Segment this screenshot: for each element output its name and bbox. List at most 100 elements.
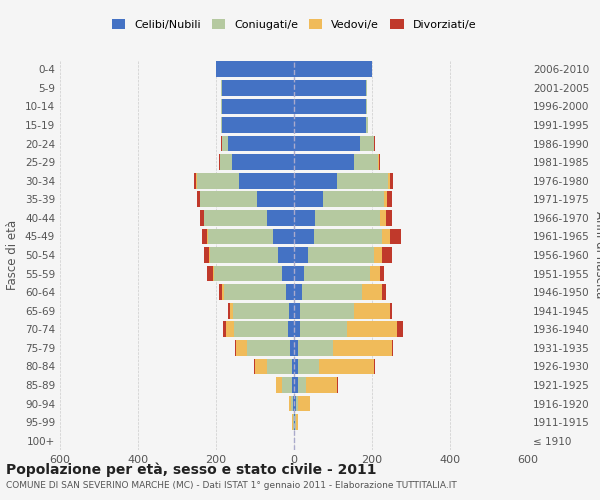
Bar	[292, 377, 294, 393]
Bar	[388, 173, 389, 188]
Bar	[386, 210, 392, 226]
Bar	[294, 173, 337, 188]
Bar	[294, 284, 302, 300]
Bar	[294, 80, 366, 96]
Bar	[296, 396, 298, 411]
Bar	[213, 266, 214, 281]
Bar	[382, 228, 389, 244]
Y-axis label: Anni di nascita: Anni di nascita	[593, 212, 600, 298]
Bar	[374, 247, 382, 263]
Bar	[210, 247, 278, 263]
Bar	[283, 266, 294, 281]
Bar	[230, 303, 233, 318]
Bar	[202, 228, 207, 244]
Bar	[294, 322, 300, 337]
Bar	[298, 377, 306, 393]
Bar	[300, 322, 347, 337]
Bar	[319, 358, 374, 374]
Bar	[214, 266, 283, 281]
Bar	[223, 322, 226, 337]
Bar	[314, 228, 382, 244]
Bar	[366, 117, 368, 133]
Bar	[347, 322, 397, 337]
Bar	[204, 247, 209, 263]
Bar	[294, 117, 366, 133]
Bar	[194, 173, 196, 188]
Bar	[294, 192, 323, 207]
Bar	[226, 322, 233, 337]
Bar	[333, 340, 392, 356]
Bar	[294, 98, 366, 114]
Bar	[302, 284, 362, 300]
Bar	[360, 136, 374, 152]
Bar	[232, 154, 294, 170]
Bar	[288, 322, 294, 337]
Bar	[247, 340, 290, 356]
Bar	[209, 247, 210, 263]
Bar	[294, 136, 360, 152]
Bar	[239, 173, 294, 188]
Bar	[290, 340, 294, 356]
Bar	[382, 284, 386, 300]
Bar	[255, 358, 266, 374]
Bar	[294, 340, 298, 356]
Bar	[222, 98, 294, 114]
Bar	[362, 284, 382, 300]
Bar	[366, 98, 367, 114]
Bar	[294, 247, 308, 263]
Bar	[298, 358, 319, 374]
Bar	[286, 284, 294, 300]
Bar	[197, 173, 239, 188]
Bar	[222, 117, 294, 133]
Bar	[380, 210, 386, 226]
Bar	[392, 340, 394, 356]
Bar	[289, 303, 294, 318]
Bar	[277, 377, 283, 393]
Y-axis label: Fasce di età: Fasce di età	[7, 220, 19, 290]
Bar	[387, 192, 392, 207]
Legend: Celibi/Nubili, Coniugati/e, Vedovi/e, Divorziati/e: Celibi/Nubili, Coniugati/e, Vedovi/e, Di…	[107, 15, 481, 34]
Bar	[316, 210, 380, 226]
Bar	[294, 358, 298, 374]
Bar	[200, 192, 257, 207]
Bar	[298, 340, 333, 356]
Bar	[222, 136, 228, 152]
Bar	[294, 154, 355, 170]
Bar	[233, 322, 288, 337]
Bar	[200, 210, 203, 226]
Bar	[219, 284, 222, 300]
Bar	[203, 210, 204, 226]
Bar	[294, 303, 300, 318]
Bar	[221, 98, 222, 114]
Bar	[266, 358, 292, 374]
Bar	[304, 266, 370, 281]
Text: COMUNE DI SAN SEVERINO MARCHE (MC) - Dati ISTAT 1° gennaio 2011 - Elaborazione T: COMUNE DI SAN SEVERINO MARCHE (MC) - Dat…	[6, 481, 457, 490]
Bar	[355, 303, 389, 318]
Bar	[292, 358, 294, 374]
Bar	[384, 192, 387, 207]
Bar	[294, 62, 372, 77]
Bar	[235, 340, 247, 356]
Bar	[355, 154, 378, 170]
Bar	[208, 228, 272, 244]
Bar	[295, 414, 296, 430]
Bar	[389, 228, 401, 244]
Bar	[197, 192, 200, 207]
Bar	[380, 266, 385, 281]
Bar	[216, 62, 294, 77]
Bar	[370, 266, 380, 281]
Bar	[300, 303, 355, 318]
Bar	[222, 284, 224, 300]
Bar	[257, 192, 294, 207]
Bar	[366, 80, 367, 96]
Bar	[379, 154, 380, 170]
Bar	[219, 154, 220, 170]
Bar	[323, 192, 384, 207]
Bar	[228, 303, 230, 318]
Bar	[228, 136, 294, 152]
Bar	[294, 228, 314, 244]
Bar	[283, 377, 292, 393]
Bar	[308, 247, 374, 263]
Bar	[389, 303, 392, 318]
Bar	[382, 247, 392, 263]
